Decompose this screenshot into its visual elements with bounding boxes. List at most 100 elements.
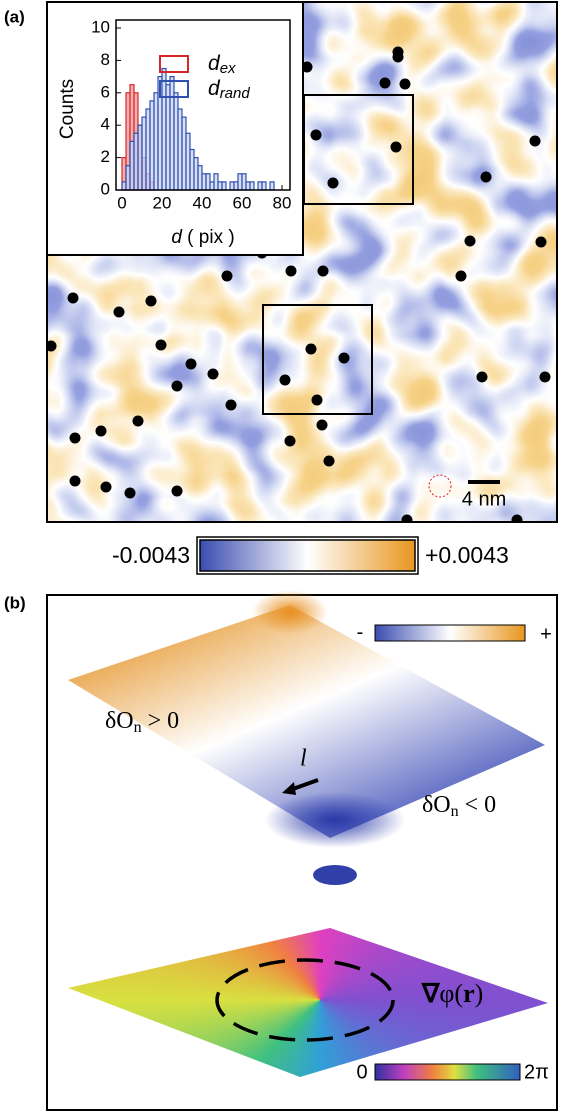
colorbar xyxy=(375,625,525,641)
y-tick-label: 10 xyxy=(91,17,110,36)
page: 4 nm 0246810020406080Countsd ( pix )dexd… xyxy=(0,0,573,1117)
dot xyxy=(465,236,476,247)
negative-label: δOn < 0 xyxy=(422,792,496,820)
dot xyxy=(172,381,183,392)
dot xyxy=(393,52,404,63)
x-label-unit: ( pix ) xyxy=(187,227,235,248)
positive-label: δOn > 0 xyxy=(105,708,179,736)
colorbar-min: 0 xyxy=(356,1061,367,1083)
x-tick-label: 80 xyxy=(273,193,292,212)
bar xyxy=(242,174,246,190)
bar xyxy=(138,125,142,190)
symbol: δO xyxy=(422,792,451,818)
dot xyxy=(312,395,323,406)
symbol: δO xyxy=(105,708,134,734)
bar xyxy=(230,182,234,190)
dot xyxy=(96,426,107,437)
dot xyxy=(70,476,81,487)
x-tick-label: 60 xyxy=(233,193,252,212)
x-tick-label: 40 xyxy=(193,193,212,212)
vector-label: l xyxy=(300,746,307,772)
x-tick-label: 0 xyxy=(117,193,126,212)
colorbar xyxy=(200,540,415,571)
y-tick-label: 4 xyxy=(101,115,110,134)
relation: > 0 xyxy=(142,708,180,734)
relation: < 0 xyxy=(459,792,497,818)
panel-label: (a) xyxy=(4,7,25,26)
y-tick-label: 8 xyxy=(101,50,110,69)
bar xyxy=(178,109,182,190)
bar xyxy=(218,182,222,190)
dot xyxy=(380,78,391,89)
y-axis-label: Counts xyxy=(57,79,78,139)
dot xyxy=(285,436,296,447)
bar xyxy=(146,109,150,190)
dip-tip xyxy=(313,865,357,885)
y-tick-label: 6 xyxy=(101,82,110,101)
dot xyxy=(318,266,329,277)
dot xyxy=(125,488,136,499)
dot xyxy=(536,237,547,248)
dot xyxy=(530,136,541,147)
colorbar-min: -0.0043 xyxy=(112,542,190,568)
phase-arrows xyxy=(217,960,393,1040)
dot xyxy=(133,416,144,427)
dot xyxy=(456,271,467,282)
dot xyxy=(400,79,411,90)
bar xyxy=(206,174,210,190)
r: r xyxy=(463,979,475,1008)
dot xyxy=(68,293,79,304)
bar xyxy=(238,174,242,190)
dot xyxy=(186,359,197,370)
phi: φ( xyxy=(439,979,463,1008)
dot xyxy=(222,271,233,282)
bar xyxy=(214,174,218,190)
dot xyxy=(481,172,492,183)
nabla: ∇ xyxy=(421,979,441,1008)
bar xyxy=(222,182,226,190)
dip xyxy=(265,792,405,848)
bar xyxy=(154,93,158,190)
bar xyxy=(258,182,262,190)
dot xyxy=(391,142,402,153)
dot xyxy=(156,340,167,351)
dot xyxy=(311,130,322,141)
dot xyxy=(280,375,291,386)
close: ) xyxy=(475,979,484,1008)
bar xyxy=(202,174,206,190)
bar xyxy=(126,166,130,190)
bar xyxy=(150,101,154,190)
dot xyxy=(101,482,112,493)
legend-subscript: ex xyxy=(220,60,236,77)
dot xyxy=(477,372,488,383)
x-tick-label: 20 xyxy=(153,193,172,212)
dot xyxy=(70,433,81,444)
subscript: n xyxy=(134,719,142,736)
bar xyxy=(198,166,202,190)
colorbar-max: +0.0043 xyxy=(425,542,509,568)
bar xyxy=(162,69,166,191)
bar xyxy=(186,133,190,190)
dot xyxy=(339,353,350,364)
bar xyxy=(182,117,186,190)
gradient-label: ∇φ(r) xyxy=(421,979,483,1008)
bar xyxy=(130,141,134,190)
colorbar-max: + xyxy=(540,623,552,645)
colorbar xyxy=(375,1064,520,1080)
scale-label: 4 nm xyxy=(462,488,506,510)
bar xyxy=(270,182,274,190)
dot xyxy=(324,456,335,467)
bar xyxy=(234,182,238,190)
bar xyxy=(170,77,174,190)
arrow-loop xyxy=(217,960,393,1040)
dot xyxy=(208,369,219,380)
y-tick-label: 0 xyxy=(101,179,110,198)
bar xyxy=(246,182,250,190)
y-tick-label: 2 xyxy=(101,147,110,166)
dot xyxy=(402,515,413,526)
dot xyxy=(146,296,157,307)
x-axis-label: d ( pix ) xyxy=(171,227,234,248)
colorbar-max: 2π xyxy=(524,1061,549,1083)
dot xyxy=(512,515,523,526)
dot xyxy=(540,372,551,383)
